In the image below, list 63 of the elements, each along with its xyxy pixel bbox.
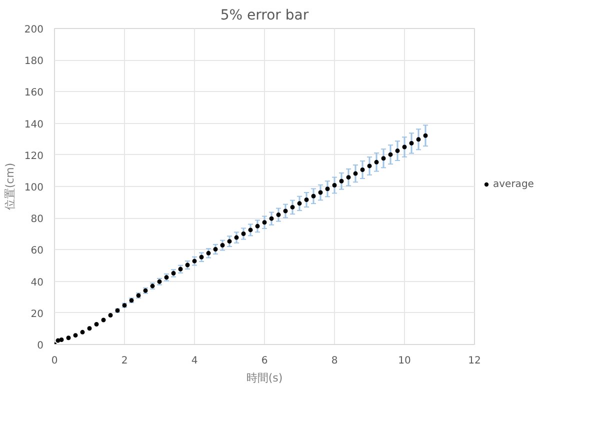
point <box>283 208 288 214</box>
x-tick-label: 2 <box>121 356 128 366</box>
point <box>248 228 253 232</box>
point <box>108 313 113 318</box>
point <box>220 243 225 248</box>
point <box>402 144 407 150</box>
x-tick-label: 12 <box>468 356 481 366</box>
y-tick-label: 40 <box>30 277 44 288</box>
point <box>87 326 92 331</box>
x-tick-label: 4 <box>191 356 198 366</box>
point <box>381 156 386 161</box>
point <box>213 246 218 252</box>
point <box>339 178 344 184</box>
point <box>409 140 414 146</box>
point <box>56 338 60 343</box>
chart-title: 5% error bar <box>220 8 309 24</box>
point <box>269 216 274 221</box>
point <box>318 190 323 195</box>
point <box>255 224 260 228</box>
point <box>101 318 106 322</box>
point <box>80 330 85 334</box>
point <box>416 137 421 142</box>
point <box>346 175 351 180</box>
point <box>332 182 337 188</box>
y-tick-label: 0 <box>37 340 44 352</box>
point <box>241 231 246 236</box>
point <box>66 336 71 340</box>
point <box>73 333 78 338</box>
y-tick-label: 80 <box>30 214 44 226</box>
point <box>311 194 316 198</box>
point <box>94 322 99 327</box>
x-axis-title: 時間(s) <box>246 372 283 384</box>
y-tick-label: 140 <box>24 119 44 130</box>
legend-label: average <box>493 178 534 190</box>
point <box>206 250 211 256</box>
y-tick-label: 200 <box>24 24 44 36</box>
point <box>423 133 428 138</box>
x-tick-label: 6 <box>261 356 268 366</box>
x-tick-label: 0 <box>51 356 58 366</box>
y-tick-label: 160 <box>24 88 44 99</box>
point <box>374 160 379 164</box>
y-tick-label: 180 <box>24 56 44 68</box>
point <box>276 212 281 218</box>
y-tick-label: 120 <box>24 150 44 162</box>
point <box>234 235 239 240</box>
point <box>360 168 365 172</box>
point <box>388 152 393 157</box>
point <box>304 198 309 202</box>
y-axis-title: 位置(cm) <box>3 162 16 210</box>
y-tick-label: 100 <box>24 182 44 194</box>
point <box>290 204 295 210</box>
point <box>353 171 358 176</box>
point <box>59 338 64 342</box>
point <box>325 186 330 192</box>
point <box>395 148 400 154</box>
x-tick-label: 8 <box>331 356 338 366</box>
y-tick-label: 20 <box>30 308 44 320</box>
y-tick-label: 60 <box>30 246 44 257</box>
point <box>262 220 267 225</box>
x-tick-label: 10 <box>398 356 411 366</box>
point <box>297 201 302 206</box>
point <box>227 239 232 244</box>
point <box>367 164 372 168</box>
